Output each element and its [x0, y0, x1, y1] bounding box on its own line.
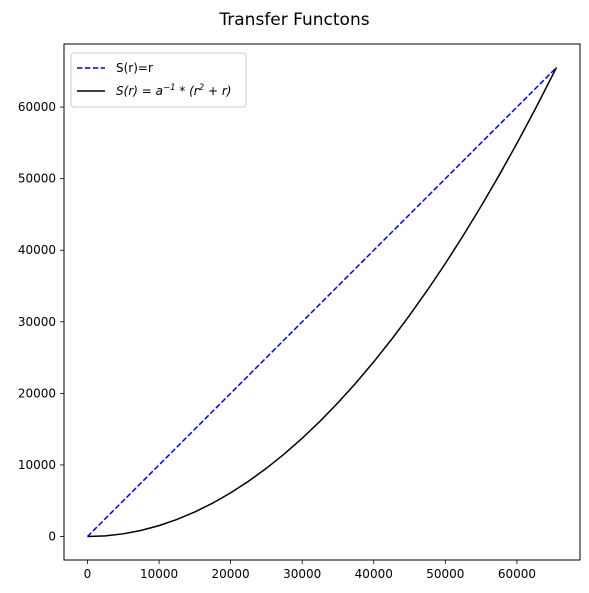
y-tick-label: 60000: [18, 100, 56, 114]
legend-label-transfer-exp2: 2: [199, 83, 204, 93]
x-tick-label: 20000: [212, 567, 250, 581]
x-tick-label: 0: [84, 567, 92, 581]
series-layer: [86, 66, 558, 538]
legend-frame: [70, 52, 247, 108]
y-tick-label: 40000: [18, 243, 56, 257]
legend-label-transfer-mid: * (r: [175, 84, 199, 98]
x-tick-label: 10000: [140, 567, 178, 581]
x-tick-label: 60000: [498, 567, 536, 581]
y-tick-label: 50000: [18, 172, 56, 186]
legend-label-transfer-main: S(r) = a: [116, 84, 163, 98]
legend: S(r)=r S(r) = a−1 * (r2 + r): [70, 52, 247, 108]
series-line-1: [87, 67, 558, 538]
chart-title: Transfer Functons: [218, 10, 369, 30]
y-tick-label: 0: [48, 530, 56, 544]
x-tick-label: 40000: [355, 567, 393, 581]
x-tick-label: 30000: [283, 567, 321, 581]
y-tick-label: 20000: [18, 386, 56, 400]
legend-label-transfer-tail: + r): [204, 84, 231, 98]
legend-label-transfer: S(r) = a−1 * (r2 + r): [116, 83, 231, 98]
y-tick-label: 10000: [18, 458, 56, 472]
legend-label-transfer-exp1: −1: [163, 83, 176, 93]
y-tick-label: 30000: [18, 315, 56, 329]
legend-label-identity: S(r)=r: [116, 61, 153, 75]
plot-frame: [63, 43, 581, 561]
x-tick-label: 50000: [426, 567, 464, 581]
y-axis: 0 10000 20000 30000 40000 50000 60000: [18, 100, 64, 544]
x-axis: 0 10000 20000 30000 40000 50000 60000: [84, 560, 536, 581]
